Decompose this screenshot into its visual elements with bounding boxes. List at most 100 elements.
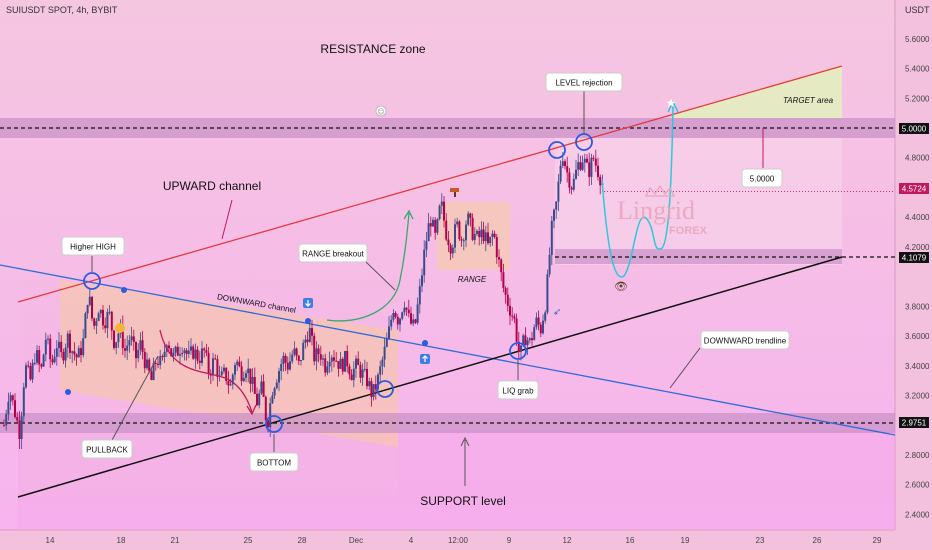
candle-body [418, 286, 421, 305]
candle-body [93, 318, 96, 326]
candle-body [548, 254, 551, 275]
currency-label: USDT [905, 5, 930, 15]
candle-body [80, 348, 82, 356]
y-tick-label: 4.4000 [905, 213, 930, 222]
support-level-label: SUPPORT level [420, 494, 506, 508]
candle-body [579, 162, 582, 170]
candle-body [187, 350, 190, 354]
projection-path [601, 105, 674, 278]
candle-body [553, 209, 555, 221]
y-tick-label: 4.8000 [905, 154, 930, 163]
x-tick-label: 23 [756, 536, 765, 545]
candle-body [383, 346, 386, 360]
candle-body [454, 224, 456, 248]
candle-body [572, 178, 575, 190]
candle-body [71, 351, 74, 353]
candle-body [143, 351, 146, 369]
pivot-dot [121, 287, 127, 293]
candle-body [128, 340, 131, 346]
candle-body [117, 333, 120, 343]
candle-body [251, 377, 254, 384]
candle-body [502, 272, 505, 288]
y-tick-label: 3.2000 [905, 391, 930, 400]
candle-body [110, 311, 113, 331]
info-icon[interactable]: ☺ [375, 105, 387, 117]
candle-body [150, 371, 153, 380]
candle-body [537, 317, 540, 325]
candle-body [5, 414, 8, 426]
candle-body [484, 232, 487, 242]
breakout-arrowhead [403, 209, 414, 220]
candle-body [586, 158, 588, 163]
candle-body [449, 245, 452, 254]
candle-body [311, 328, 313, 336]
candle-body [550, 220, 553, 255]
candle-body [513, 316, 516, 319]
candle-body [434, 219, 437, 233]
candle-body [291, 354, 294, 362]
price-tag-5: 5.0000 [902, 125, 927, 134]
candle-body [328, 361, 331, 367]
rejection-circle-2 [575, 133, 593, 151]
candle-body [238, 361, 241, 367]
candle-body [223, 367, 225, 372]
candle-body [40, 364, 43, 367]
candle-body [396, 316, 399, 325]
candle-body [583, 158, 586, 163]
candle-body [445, 220, 448, 240]
candle-body [82, 338, 85, 356]
pivot-dot [65, 389, 71, 395]
candle-body [542, 320, 544, 334]
candle-body [102, 309, 104, 326]
candle-body [559, 165, 562, 182]
candle-body [174, 346, 177, 353]
candle-body [231, 374, 234, 385]
candle-body [403, 307, 406, 313]
candle-body [357, 358, 360, 366]
candle-body [207, 352, 210, 374]
candle-body [31, 362, 34, 380]
y-tick-label: 4.2000 [905, 243, 930, 252]
price-axis [895, 0, 932, 550]
up-arrow-icon [420, 354, 430, 364]
candle-body [405, 307, 408, 310]
candle-body [16, 417, 19, 421]
y-tick-label: 3.4000 [905, 362, 930, 371]
candle-body [220, 371, 223, 376]
candle-body [36, 350, 38, 363]
candle-body [476, 230, 478, 234]
x-tick-label: 18 [117, 536, 126, 545]
symbol-title: SUIUSDT SPOT, 4h, BYBIT [6, 5, 118, 15]
pointer-arrowhead [460, 436, 470, 447]
candle-body [264, 396, 267, 421]
candle-body [388, 326, 390, 339]
candle-body [319, 354, 322, 360]
candle-body [429, 223, 432, 227]
candle-body [99, 309, 102, 314]
candle-body [95, 321, 98, 326]
candle-body [121, 324, 124, 349]
candle-body [544, 312, 547, 321]
candle-body [284, 355, 287, 363]
candle-body [300, 360, 302, 362]
candle-body [346, 350, 349, 367]
candle-body [198, 360, 201, 363]
candle-body [47, 338, 49, 340]
candle-body [234, 365, 236, 375]
candle-body [258, 393, 261, 406]
candle-body [557, 181, 560, 202]
candle-body [135, 342, 137, 359]
candle-body [432, 219, 434, 227]
candle-body [141, 340, 144, 352]
candle-body [401, 312, 404, 319]
candle-body [407, 309, 410, 314]
y-tick-label: 5.4000 [905, 65, 930, 74]
candle-body [289, 361, 291, 370]
candle-body [526, 340, 529, 346]
candle-body [58, 341, 60, 349]
candle-body [436, 219, 439, 233]
candle-body [489, 236, 492, 244]
price-tag-last: 4.5724 [902, 185, 927, 194]
x-tick-label: 9 [507, 536, 512, 545]
